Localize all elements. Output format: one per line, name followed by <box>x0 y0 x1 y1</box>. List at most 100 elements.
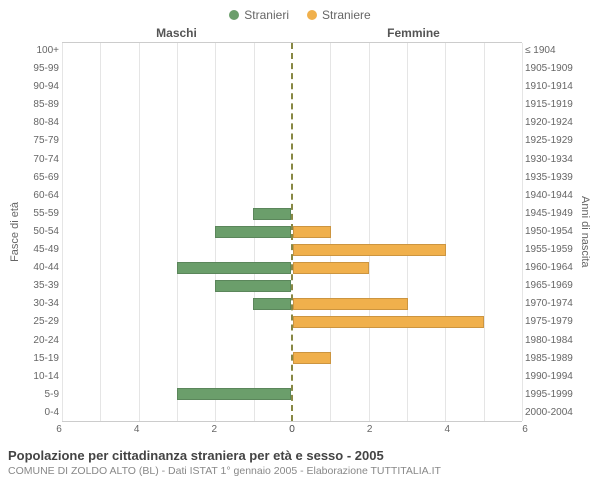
column-headers: Maschi Femmine <box>8 26 592 40</box>
bar-row <box>62 205 291 223</box>
x-ticks-male: 6 4 2 0 <box>59 424 292 438</box>
y-ticks-birth: ≤ 19041905-19091910-19141915-19191920-19… <box>522 42 578 422</box>
bars-male <box>62 43 293 421</box>
bar-row <box>62 187 291 205</box>
y-tick-birth: 1955-1959 <box>525 241 575 259</box>
bar-row <box>293 277 522 295</box>
y-tick-age: 30-34 <box>25 295 59 313</box>
bar-row <box>62 295 291 313</box>
header-female: Femmine <box>295 26 532 40</box>
bar-row <box>293 313 522 331</box>
y-tick-birth: 1910-1914 <box>525 78 575 96</box>
y-tick-birth: 1965-1969 <box>525 277 575 295</box>
bar-row <box>62 349 291 367</box>
chart-legend: Stranieri Straniere <box>8 8 592 22</box>
y-tick-age: 20-24 <box>25 332 59 350</box>
bar-row <box>293 385 522 403</box>
bar-row <box>293 169 522 187</box>
bar-row <box>62 331 291 349</box>
x-axis: 6 4 2 0 0 2 4 6 <box>8 424 592 438</box>
bar-row <box>62 403 291 421</box>
bar-row <box>293 97 522 115</box>
bar-row <box>293 331 522 349</box>
legend-label-male: Stranieri <box>244 8 289 22</box>
bar-row <box>62 313 291 331</box>
bar-row <box>62 115 291 133</box>
x-tick: 0 <box>289 424 295 435</box>
bar-female <box>293 226 331 238</box>
y-tick-age: 45-49 <box>25 241 59 259</box>
bar-row <box>293 61 522 79</box>
bar-row <box>293 259 522 277</box>
bar-row <box>62 223 291 241</box>
y-tick-age: 50-54 <box>25 223 59 241</box>
bar-male <box>177 388 292 400</box>
y-tick-birth: 1925-1929 <box>525 132 575 150</box>
bar-female <box>293 244 446 256</box>
bar-male <box>215 280 291 292</box>
legend-item-female: Straniere <box>307 8 371 22</box>
y-tick-birth: 1975-1979 <box>525 313 575 331</box>
x-tick: 6 <box>56 424 62 435</box>
x-tick: 2 <box>367 424 373 435</box>
x-ticks-female: 0246 <box>292 424 525 438</box>
y-tick-age: 90-94 <box>25 78 59 96</box>
y-tick-birth: 1935-1939 <box>525 169 575 187</box>
y-tick-birth: 1940-1944 <box>525 187 575 205</box>
bar-row <box>293 187 522 205</box>
y-tick-birth: 1960-1964 <box>525 259 575 277</box>
x-tick: 4 <box>134 424 140 435</box>
y-tick-birth: 1985-1989 <box>525 350 575 368</box>
y-tick-age: 55-59 <box>25 205 59 223</box>
legend-item-male: Stranieri <box>229 8 289 22</box>
x-tick: 2 <box>212 424 218 435</box>
bar-row <box>62 43 291 61</box>
chart-title: Popolazione per cittadinanza straniera p… <box>8 448 592 463</box>
bar-row <box>293 205 522 223</box>
bar-row <box>62 61 291 79</box>
bar-row <box>293 151 522 169</box>
y-tick-age: 75-79 <box>25 132 59 150</box>
bar-female <box>293 262 369 274</box>
x-tick: 4 <box>445 424 451 435</box>
bar-row <box>293 295 522 313</box>
y-tick-age: 0-4 <box>25 404 59 422</box>
y-tick-birth: 1995-1999 <box>525 386 575 404</box>
y-tick-birth: 1990-1994 <box>525 368 575 386</box>
bar-row <box>62 79 291 97</box>
bar-female <box>293 352 331 364</box>
y-tick-birth: 1970-1974 <box>525 295 575 313</box>
bar-row <box>293 79 522 97</box>
bar-row <box>293 115 522 133</box>
y-tick-birth: 1945-1949 <box>525 205 575 223</box>
bar-male <box>253 298 291 310</box>
bar-male <box>177 262 292 274</box>
plot-area <box>62 42 522 422</box>
y-tick-age: 100+ <box>25 42 59 60</box>
bar-row <box>293 223 522 241</box>
y-tick-age: 95-99 <box>25 60 59 78</box>
bar-row <box>62 367 291 385</box>
y-tick-age: 5-9 <box>25 386 59 404</box>
bar-male <box>253 208 291 220</box>
bar-row <box>62 259 291 277</box>
y-tick-birth: 1905-1909 <box>525 60 575 78</box>
bar-row <box>293 43 522 61</box>
y-tick-birth: 1920-1924 <box>525 114 575 132</box>
bar-row <box>62 133 291 151</box>
bar-row <box>293 241 522 259</box>
y-tick-age: 15-19 <box>25 350 59 368</box>
y-axis-label-left: Fasce di età <box>8 42 22 422</box>
bar-female <box>293 298 408 310</box>
bar-row <box>293 349 522 367</box>
y-tick-age: 25-29 <box>25 313 59 331</box>
bar-male <box>215 226 291 238</box>
legend-swatch-male <box>229 10 239 20</box>
y-tick-birth: 1950-1954 <box>525 223 575 241</box>
chart-subtitle: COMUNE DI ZOLDO ALTO (BL) - Dati ISTAT 1… <box>8 465 592 477</box>
bar-row <box>62 151 291 169</box>
bar-female <box>293 316 484 328</box>
bar-row <box>293 133 522 151</box>
bar-row <box>62 241 291 259</box>
y-tick-age: 80-84 <box>25 114 59 132</box>
